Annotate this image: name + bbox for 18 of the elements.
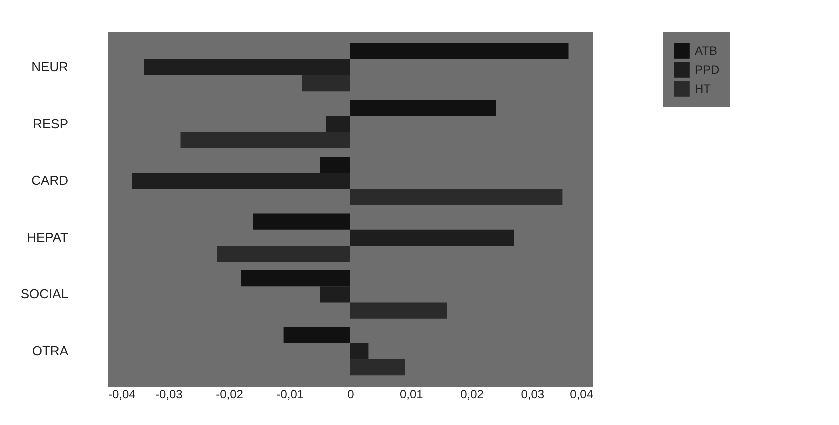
x-tick-label: 0,03 (521, 388, 545, 402)
legend-label: PPD (695, 63, 720, 77)
x-tick-label: -0,04 (108, 388, 136, 402)
y-tick-label: RESP (33, 116, 68, 132)
x-tick-label: -0,02 (216, 388, 244, 402)
y-tick-label: OTRA (32, 344, 69, 358)
x-tick-label: 0,02 (460, 388, 484, 402)
y-tick-label: CARD (32, 173, 68, 188)
x-tick-label: 0,04 (570, 388, 594, 402)
y-tick-label: SOCIAL (20, 286, 68, 302)
x-tick-label: 0 (348, 388, 355, 402)
x-tick-label: -0,03 (155, 388, 184, 402)
y-tick-label: HEPAT (27, 230, 69, 245)
y-tick-label: NEUR (32, 60, 68, 74)
x-tick-label: -0,01 (276, 388, 304, 402)
x-tick-label: 0,01 (400, 388, 424, 402)
legend-label: ATB (695, 44, 718, 58)
legend-label: HT (695, 82, 712, 96)
